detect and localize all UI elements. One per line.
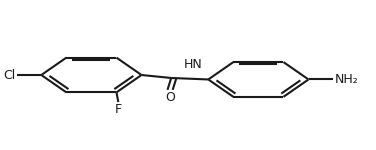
Text: O: O	[165, 91, 175, 104]
Text: HN: HN	[184, 58, 203, 70]
Text: F: F	[115, 103, 122, 116]
Text: Cl: Cl	[3, 69, 15, 81]
Text: NH₂: NH₂	[335, 73, 358, 86]
